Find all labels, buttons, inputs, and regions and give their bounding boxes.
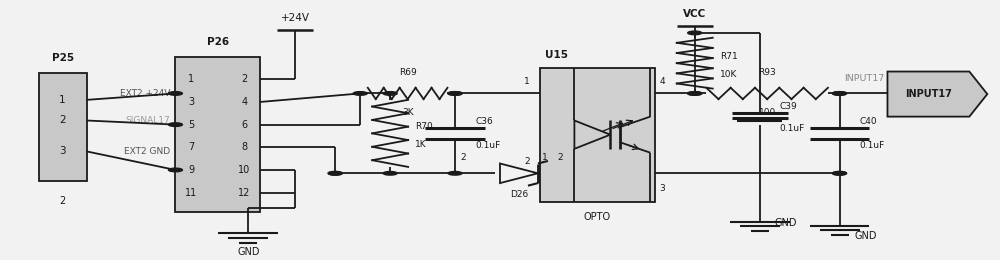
Text: 3: 3 [59,146,66,157]
Circle shape [833,92,847,95]
Circle shape [353,92,367,95]
Text: 4: 4 [660,77,665,86]
Circle shape [688,31,702,35]
Text: P26: P26 [207,37,229,47]
Circle shape [168,123,182,126]
Text: 2: 2 [59,115,66,126]
Text: C39: C39 [780,102,797,111]
Text: 2: 2 [557,153,563,162]
Text: GND: GND [775,218,797,228]
Text: U15: U15 [545,50,568,60]
Polygon shape [887,72,987,117]
Text: C40: C40 [860,117,877,126]
Text: 1: 1 [59,95,66,105]
FancyBboxPatch shape [540,68,655,202]
Text: 6: 6 [241,120,247,129]
Text: 100: 100 [759,108,776,116]
Text: 3K: 3K [402,108,413,116]
Text: 0.1uF: 0.1uF [780,124,805,133]
Text: 2: 2 [460,153,466,162]
Text: R70: R70 [415,122,433,131]
Text: 9: 9 [188,165,194,175]
Text: 10: 10 [238,165,250,175]
Text: R93: R93 [758,68,776,77]
Text: SIGNAL17: SIGNAL17 [126,116,170,125]
Text: 0.1uF: 0.1uF [860,141,885,150]
Text: 3: 3 [660,184,666,193]
FancyBboxPatch shape [39,73,87,181]
Text: OPTO: OPTO [584,212,611,223]
Text: R69: R69 [399,68,417,77]
Text: 8: 8 [241,142,247,152]
Circle shape [448,92,462,95]
Text: D26: D26 [510,190,528,199]
Text: 1: 1 [524,77,530,86]
Text: INPUT17: INPUT17 [845,74,885,83]
Text: 4: 4 [241,97,247,107]
Text: 7: 7 [188,142,195,152]
Circle shape [328,172,342,175]
Text: GND: GND [237,247,260,257]
Circle shape [448,92,462,95]
Circle shape [383,172,397,175]
Text: VCC: VCC [683,9,706,19]
Text: GND: GND [855,231,877,241]
Text: INPUT17: INPUT17 [905,89,952,99]
Circle shape [833,172,847,175]
Circle shape [833,172,847,175]
Text: 1: 1 [542,153,548,162]
Text: 1: 1 [188,74,194,84]
Text: +24V: +24V [281,13,310,23]
Text: 12: 12 [238,188,251,198]
Text: 10K: 10K [720,70,737,79]
Circle shape [328,172,342,175]
Text: 11: 11 [185,188,198,198]
Circle shape [833,92,847,95]
Text: 0.1uF: 0.1uF [475,141,500,150]
Circle shape [168,168,182,172]
Text: EXT2 GND: EXT2 GND [124,147,170,156]
Circle shape [168,92,182,95]
Text: 5: 5 [188,120,195,129]
Text: 3: 3 [188,97,194,107]
Text: R71: R71 [720,52,737,61]
Text: EXT2 +24V: EXT2 +24V [120,89,170,98]
Text: P25: P25 [52,53,74,62]
Text: 2: 2 [524,157,530,166]
Circle shape [383,92,397,95]
FancyBboxPatch shape [175,57,260,212]
Text: 2: 2 [59,197,66,206]
Text: C36: C36 [475,117,493,126]
Text: 2: 2 [241,74,247,84]
Circle shape [448,172,462,175]
Text: 1K: 1K [415,140,427,150]
Circle shape [688,92,702,95]
Circle shape [688,92,702,95]
